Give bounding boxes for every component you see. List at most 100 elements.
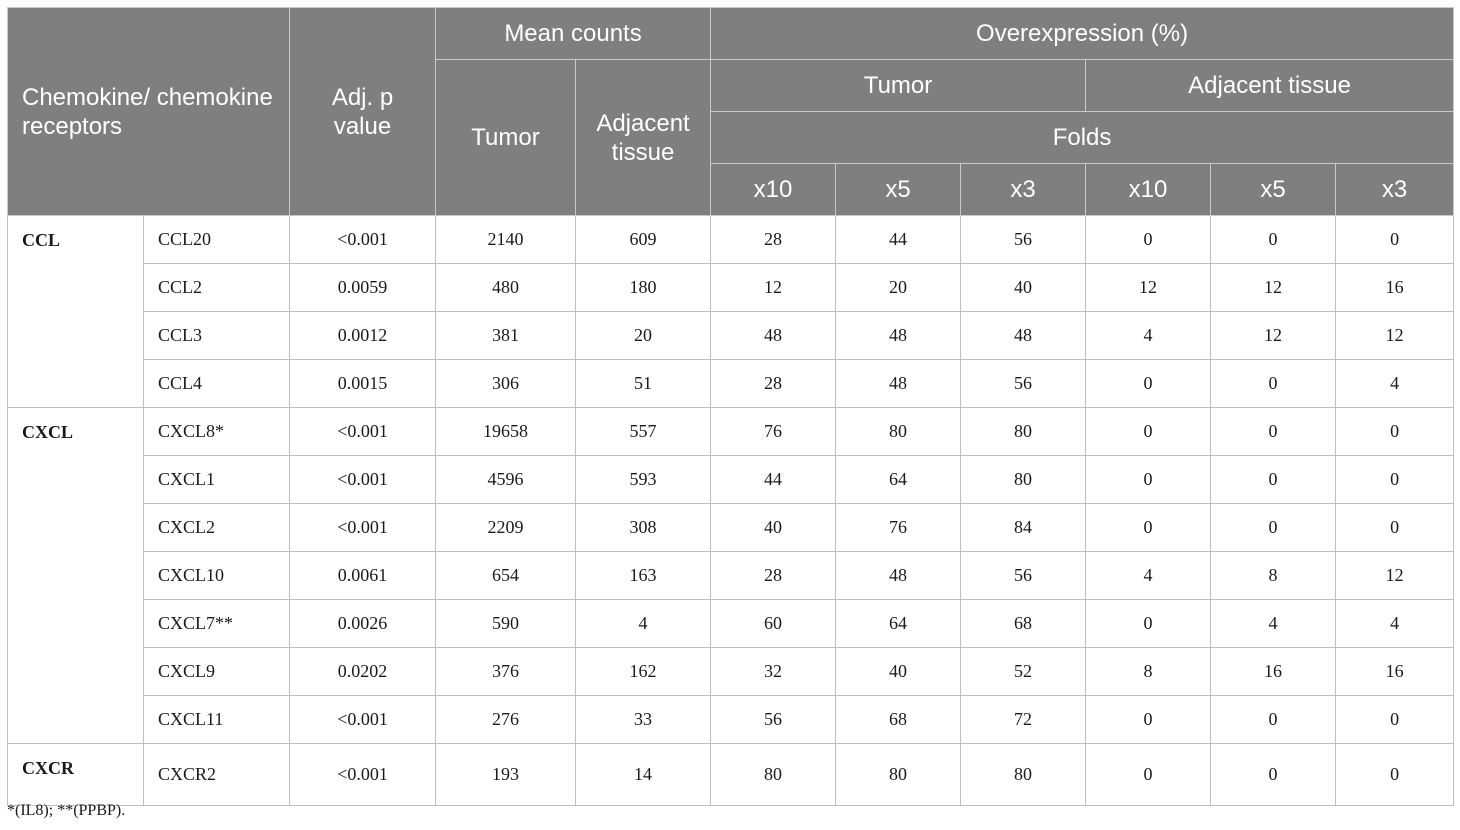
adjacent-x10-cell: 8 <box>1085 647 1212 696</box>
adjacent-x3-cell: 0 <box>1335 503 1455 552</box>
header-fold-adjacent-x3: x3 <box>1335 163 1455 216</box>
tumor-x3-cell: 80 <box>960 455 1087 504</box>
header-over-tumor: Tumor <box>710 59 1087 112</box>
adj-p-cell: 0.0202 <box>289 647 437 696</box>
header-mean-counts: Mean counts <box>435 7 712 60</box>
group-label: CCL <box>7 215 144 408</box>
adj-p-cell: 0.0061 <box>289 551 437 600</box>
mean-tumor-cell: 480 <box>435 263 577 312</box>
tumor-x10-cell: 32 <box>710 647 837 696</box>
adjacent-x10-cell: 0 <box>1085 455 1212 504</box>
mean-adjacent-cell: 51 <box>575 359 712 408</box>
mean-tumor-cell: 376 <box>435 647 577 696</box>
tumor-x3-cell: 84 <box>960 503 1087 552</box>
gene-cell: CXCL11 <box>142 695 291 744</box>
adjacent-x5-cell: 0 <box>1210 215 1337 264</box>
tumor-x3-cell: 56 <box>960 551 1087 600</box>
table-row: CCL3 0.0012 381 20 48 48 48 4 12 12 <box>8 311 1455 360</box>
mean-adjacent-cell: 163 <box>575 551 712 600</box>
tumor-x10-cell: 40 <box>710 503 837 552</box>
mean-tumor-cell: 19658 <box>435 407 577 456</box>
adj-p-cell: 0.0059 <box>289 263 437 312</box>
mean-tumor-cell: 2209 <box>435 503 577 552</box>
group-label: CXCL <box>7 407 144 744</box>
tumor-x3-cell: 80 <box>960 407 1087 456</box>
adjacent-x10-cell: 4 <box>1085 311 1212 360</box>
table-row: CXCL2 <0.001 2209 308 40 76 84 0 0 0 <box>8 503 1455 552</box>
table-row: CXCL7** 0.0026 590 4 60 64 68 0 4 4 <box>8 599 1455 648</box>
tumor-x3-cell: 68 <box>960 599 1087 648</box>
mean-tumor-cell: 276 <box>435 695 577 744</box>
header-chemokine-receptors: Chemokine/ chemokine receptors <box>6 7 291 216</box>
tumor-x5-cell: 20 <box>835 263 962 312</box>
adj-p-cell: <0.001 <box>289 455 437 504</box>
header-adj-p-value-text: Adj. p value <box>331 83 394 140</box>
gene-cell: CXCL7** <box>142 599 291 648</box>
tumor-x10-cell: 12 <box>710 263 837 312</box>
tumor-x10-cell: 76 <box>710 407 837 456</box>
header-overexpression: Overexpression (%) <box>710 7 1455 60</box>
adj-p-cell: <0.001 <box>289 503 437 552</box>
table-row: CCL4 0.0015 306 51 28 48 56 0 0 4 <box>8 359 1455 408</box>
tumor-x5-cell: 80 <box>835 407 962 456</box>
adjacent-x10-cell: 4 <box>1085 551 1212 600</box>
mean-tumor-cell: 193 <box>435 743 577 806</box>
tumor-x3-cell: 56 <box>960 215 1087 264</box>
tumor-x10-cell: 56 <box>710 695 837 744</box>
adjacent-x3-cell: 0 <box>1335 455 1455 504</box>
header-adj-p-value: Adj. p value <box>289 7 437 216</box>
adjacent-x10-cell: 0 <box>1085 743 1212 806</box>
mean-adjacent-cell: 4 <box>575 599 712 648</box>
tumor-x5-cell: 44 <box>835 215 962 264</box>
adj-p-cell: <0.001 <box>289 695 437 744</box>
adjacent-x5-cell: 0 <box>1210 455 1337 504</box>
adjacent-x3-cell: 0 <box>1335 743 1455 806</box>
table-row: CCL CCL20 <0.001 2140 609 28 44 56 0 0 0 <box>7 215 1455 408</box>
tumor-x5-cell: 80 <box>835 743 962 806</box>
tumor-x10-cell: 60 <box>710 599 837 648</box>
gene-cell: CCL2 <box>142 263 291 312</box>
mean-tumor-cell: 2140 <box>435 215 577 264</box>
adj-p-cell: 0.0026 <box>289 599 437 648</box>
header-fold-adjacent-x10: x10 <box>1085 163 1212 216</box>
mean-tumor-cell: 4596 <box>435 455 577 504</box>
table-row: CXCL9 0.0202 376 162 32 40 52 8 16 16 <box>8 647 1455 696</box>
adjacent-x5-cell: 8 <box>1210 551 1337 600</box>
mean-adjacent-cell: 162 <box>575 647 712 696</box>
tumor-x10-cell: 28 <box>710 215 837 264</box>
gene-cell: CXCL8* <box>142 407 291 456</box>
adjacent-x3-cell: 16 <box>1335 647 1455 696</box>
adj-p-cell: <0.001 <box>289 743 437 806</box>
adjacent-x3-cell: 4 <box>1335 599 1455 648</box>
mean-tumor-cell: 306 <box>435 359 577 408</box>
table-header: Chemokine/ chemokine receptors Adj. p va… <box>6 7 1455 216</box>
adj-p-cell: 0.0012 <box>289 311 437 360</box>
adjacent-x3-cell: 16 <box>1335 263 1455 312</box>
mean-tumor-cell: 381 <box>435 311 577 360</box>
chemokine-table: Chemokine/ chemokine receptors Adj. p va… <box>6 7 1455 806</box>
adjacent-x10-cell: 12 <box>1085 263 1212 312</box>
adjacent-x3-cell: 12 <box>1335 551 1455 600</box>
header-over-adjacent: Adjacent tissue <box>1085 59 1455 112</box>
mean-tumor-cell: 654 <box>435 551 577 600</box>
gene-cell: CCL4 <box>142 359 291 408</box>
adjacent-x5-cell: 16 <box>1210 647 1337 696</box>
adjacent-x3-cell: 0 <box>1335 215 1455 264</box>
adj-p-cell: 0.0015 <box>289 359 437 408</box>
header-fold-tumor-x10: x10 <box>710 163 837 216</box>
adjacent-x5-cell: 0 <box>1210 743 1337 806</box>
tumor-x3-cell: 56 <box>960 359 1087 408</box>
tumor-x10-cell: 48 <box>710 311 837 360</box>
table-row: CXCL10 0.0061 654 163 28 48 56 4 8 12 <box>8 551 1455 600</box>
header-mean-adjacent: Adjacent tissue <box>575 59 712 216</box>
gene-cell: CXCL9 <box>142 647 291 696</box>
mean-adjacent-cell: 557 <box>575 407 712 456</box>
table-row: CXCL11 <0.001 276 33 56 68 72 0 0 0 <box>8 695 1455 744</box>
tumor-x5-cell: 48 <box>835 311 962 360</box>
adjacent-x10-cell: 0 <box>1085 407 1212 456</box>
table-row: CXCL CXCL8* <0.001 19658 557 76 80 80 0 0 0 <box>7 407 1455 744</box>
adjacent-x3-cell: 12 <box>1335 311 1455 360</box>
adjacent-x10-cell: 0 <box>1085 503 1212 552</box>
tumor-x10-cell: 28 <box>710 359 837 408</box>
adjacent-x10-cell: 0 <box>1085 215 1212 264</box>
